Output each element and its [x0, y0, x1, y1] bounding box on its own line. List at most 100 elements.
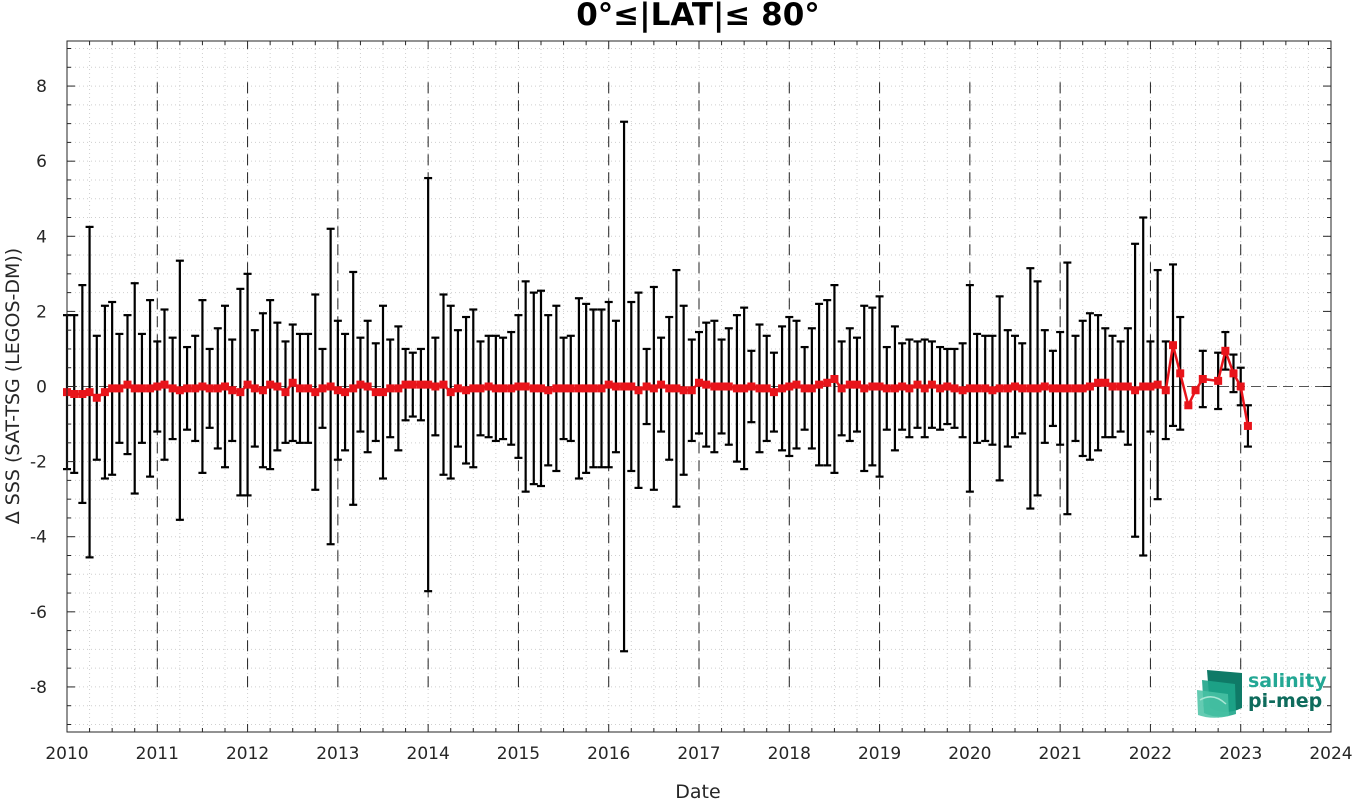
data-point — [860, 384, 869, 393]
data-point — [898, 382, 907, 391]
data-point — [266, 380, 275, 389]
x-tick-label: 2012 — [226, 744, 269, 764]
data-point — [597, 384, 606, 393]
data-point — [875, 382, 884, 391]
data-point — [1161, 386, 1170, 395]
data-point — [755, 384, 764, 393]
logo-wave-icon — [1197, 670, 1242, 718]
data-point — [499, 384, 508, 393]
data-point — [1003, 384, 1012, 393]
data-point — [191, 384, 200, 393]
data-point — [507, 384, 516, 393]
data-point — [137, 384, 146, 393]
data-point — [281, 388, 290, 397]
x-tick-label: 2010 — [45, 744, 88, 764]
data-point — [431, 382, 440, 391]
data-point — [988, 386, 997, 395]
data-point — [815, 380, 824, 389]
x-tick-label: 2017 — [677, 744, 720, 764]
data-point — [295, 384, 304, 393]
salinity-pi-mep-logo: salinity pi-mep — [1197, 670, 1327, 718]
data-point — [769, 388, 778, 397]
data-point — [657, 380, 666, 389]
data-point — [634, 386, 643, 395]
data-point — [529, 384, 538, 393]
data-point — [205, 384, 214, 393]
y-axis-title: Δ SSS (SAT-TSG (LEGOS-DM)) — [2, 248, 24, 524]
data-point — [311, 388, 320, 397]
data-point — [462, 386, 471, 395]
data-point — [611, 382, 620, 391]
data-point — [807, 384, 816, 393]
data-point — [1085, 382, 1094, 391]
data-point — [943, 382, 952, 391]
data-point — [198, 382, 207, 391]
data-point — [853, 380, 861, 389]
data-point — [620, 382, 629, 391]
data-point — [995, 384, 1004, 393]
x-tick-label: 2011 — [136, 744, 179, 764]
data-point — [1169, 341, 1177, 350]
data-point — [1094, 378, 1103, 387]
data-point — [566, 384, 575, 393]
data-point — [356, 380, 365, 389]
data-point — [115, 384, 124, 393]
data-point — [936, 384, 945, 393]
data-point — [130, 384, 139, 393]
data-point — [243, 380, 252, 389]
data-point — [710, 382, 719, 391]
data-point — [672, 384, 681, 393]
data-point — [521, 382, 530, 391]
data-point — [913, 380, 922, 389]
data-point — [514, 382, 523, 391]
data-point — [146, 384, 155, 393]
data-point — [1131, 386, 1140, 395]
data-point — [823, 378, 832, 387]
x-tick-label: 2024 — [1309, 744, 1352, 764]
data-point — [665, 384, 674, 393]
data-point — [1033, 384, 1042, 393]
data-point — [845, 380, 854, 389]
data-point — [394, 384, 403, 393]
data-point — [1056, 384, 1065, 393]
data-point — [778, 384, 787, 393]
data-point — [695, 378, 703, 387]
data-point — [868, 382, 877, 391]
x-tick-label: 2021 — [1039, 744, 1082, 764]
data-point — [363, 382, 372, 391]
data-point — [100, 388, 109, 397]
mean-series-markers — [63, 341, 1252, 430]
data-point — [785, 382, 794, 391]
y-tick-label: -6 — [30, 603, 47, 623]
data-point — [408, 380, 417, 389]
data-point — [213, 384, 222, 393]
data-point — [559, 384, 568, 393]
x-tick-label: 2016 — [587, 744, 630, 764]
data-point — [258, 386, 267, 395]
data-point — [183, 384, 192, 393]
data-point — [424, 380, 433, 389]
data-point — [717, 382, 726, 391]
data-point — [724, 382, 733, 391]
data-point — [981, 384, 990, 393]
data-point — [1221, 346, 1230, 355]
data-point — [1139, 382, 1148, 391]
data-point — [318, 384, 327, 393]
data-point — [236, 388, 245, 397]
x-tick-label: 2023 — [1219, 744, 1262, 764]
data-point — [679, 386, 688, 395]
data-point — [950, 384, 959, 393]
data-point — [386, 384, 395, 393]
data-point — [1108, 382, 1117, 391]
data-point — [416, 380, 425, 389]
x-tick-labels: 2010 2011 2012 2013 2014 2015 2016 2017 2018 2019… — [45, 744, 1352, 764]
data-point — [1011, 382, 1019, 391]
data-point — [476, 384, 485, 393]
chart-title: 0°≤|LAT|≤ 80° — [576, 0, 820, 33]
data-point — [552, 384, 561, 393]
data-point — [168, 384, 177, 393]
data-point — [582, 384, 591, 393]
data-point — [1214, 376, 1223, 385]
data-point — [574, 384, 583, 393]
data-point — [1176, 369, 1185, 378]
